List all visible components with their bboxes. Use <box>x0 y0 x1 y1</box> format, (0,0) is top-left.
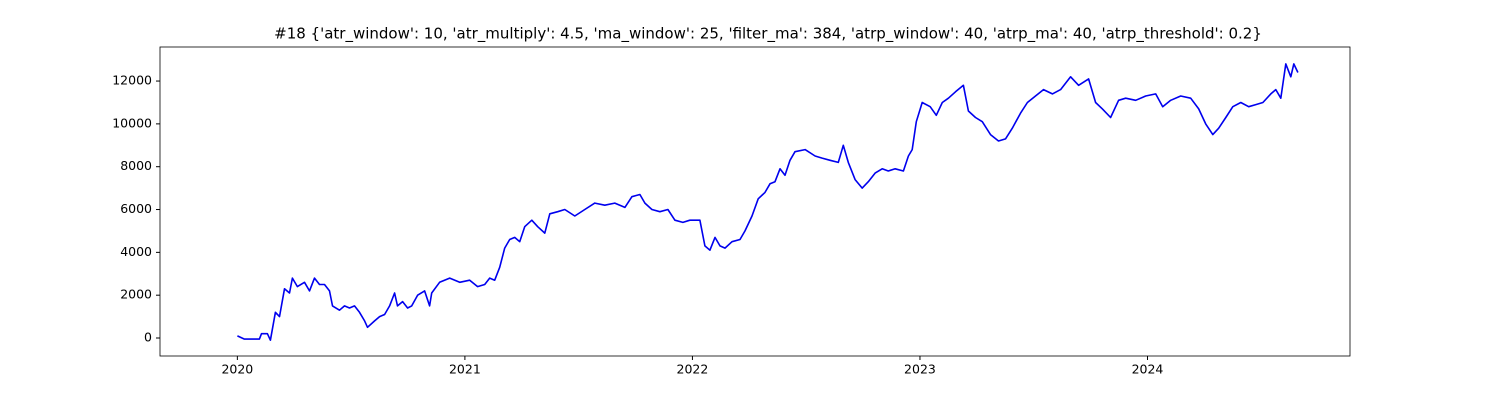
x-tick-label: 2020 <box>221 362 253 377</box>
x-tick-label: 2023 <box>904 362 936 377</box>
y-tick-label: 2000 <box>120 287 152 302</box>
y-tick-label: 0 <box>144 330 152 345</box>
chart-title: #18 {'atr_window': 10, 'atr_multiply': 4… <box>274 25 1262 44</box>
plot-frame <box>159 46 1351 357</box>
y-tick-label: 10000 <box>112 115 152 130</box>
x-tick-label: 2022 <box>677 362 709 377</box>
x-tick-label: 2024 <box>1132 362 1164 377</box>
y-tick-label: 4000 <box>120 244 152 259</box>
y-tick-label: 8000 <box>120 158 152 173</box>
y-tick-label: 6000 <box>120 201 152 216</box>
x-tick-label: 2021 <box>449 362 481 377</box>
y-tick-label: 12000 <box>112 73 152 88</box>
line-series <box>237 63 1299 341</box>
